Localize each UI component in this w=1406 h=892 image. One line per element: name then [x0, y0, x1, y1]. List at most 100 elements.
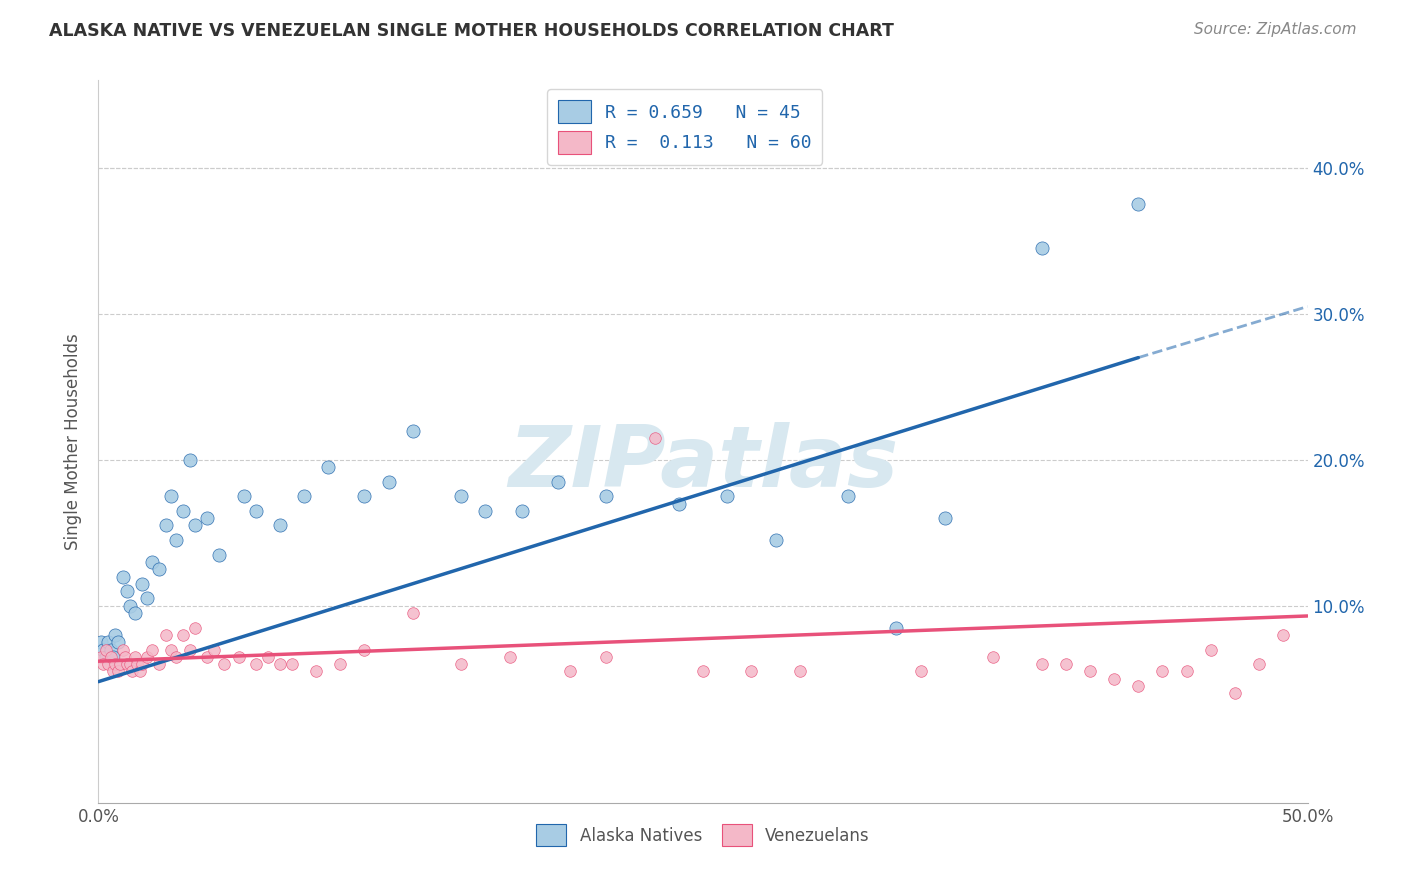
Point [114, 649, 136, 664]
Point [910, 665, 932, 679]
Point [131, 577, 153, 591]
Point [179, 642, 201, 657]
Point [204, 642, 226, 657]
Point [148, 562, 170, 576]
Point [94, 642, 117, 657]
Point [135, 591, 157, 606]
Point [128, 665, 150, 679]
Point [1031, 241, 1053, 255]
Point [692, 665, 714, 679]
Point [1031, 657, 1053, 672]
Point [316, 460, 339, 475]
Point [1152, 665, 1174, 679]
Point [1249, 657, 1271, 672]
Point [377, 475, 399, 489]
Point [1272, 628, 1295, 642]
Point [117, 657, 139, 672]
Point [595, 489, 617, 503]
Point [90, 649, 112, 664]
Point [1128, 679, 1150, 693]
Point [269, 657, 291, 672]
Point [510, 504, 533, 518]
Point [329, 657, 352, 672]
Point [100, 649, 122, 664]
Point [1078, 665, 1101, 679]
Point [740, 665, 762, 679]
Point [117, 584, 139, 599]
Point [934, 511, 956, 525]
Text: ALASKA NATIVE VS VENEZUELAN SINGLE MOTHER HOUSEHOLDS CORRELATION CHART: ALASKA NATIVE VS VENEZUELAN SINGLE MOTHE… [49, 22, 894, 40]
Point [558, 665, 581, 679]
Point [100, 642, 122, 657]
Y-axis label: Single Mother Households: Single Mother Households [65, 334, 83, 549]
Point [208, 548, 231, 562]
Point [101, 649, 124, 664]
Point [765, 533, 787, 547]
Point [184, 621, 207, 635]
Text: ZIPatlas: ZIPatlas [508, 422, 898, 505]
Legend: Alaska Natives, Venezuelans: Alaska Natives, Venezuelans [526, 814, 880, 856]
Point [212, 657, 235, 672]
Point [165, 649, 187, 664]
Point [172, 504, 194, 518]
Point [104, 628, 127, 642]
Point [127, 657, 149, 672]
Point [141, 555, 163, 569]
Point [716, 489, 738, 503]
Point [165, 533, 187, 547]
Point [228, 649, 250, 664]
Point [281, 657, 304, 672]
Point [305, 665, 328, 679]
Point [135, 649, 157, 664]
Point [981, 649, 1004, 664]
Point [155, 518, 177, 533]
Point [179, 452, 201, 467]
Point [245, 504, 267, 518]
Point [789, 665, 811, 679]
Point [118, 657, 141, 672]
Point [232, 489, 254, 503]
Point [104, 657, 127, 672]
Text: Source: ZipAtlas.com: Source: ZipAtlas.com [1194, 22, 1357, 37]
Point [450, 489, 472, 503]
Point [172, 628, 194, 642]
Point [195, 511, 218, 525]
Point [184, 518, 207, 533]
Point [94, 649, 117, 664]
Point [1102, 672, 1125, 686]
Point [1054, 657, 1077, 672]
Point [90, 635, 112, 649]
Point [121, 665, 143, 679]
Point [498, 649, 520, 664]
Point [141, 642, 163, 657]
Point [245, 657, 267, 672]
Point [101, 665, 124, 679]
Point [402, 606, 425, 620]
Point [97, 657, 120, 672]
Point [595, 649, 617, 664]
Point [644, 431, 666, 445]
Point [353, 489, 375, 503]
Point [886, 621, 908, 635]
Point [124, 606, 146, 620]
Point [107, 665, 129, 679]
Point [402, 424, 425, 438]
Point [111, 569, 134, 583]
Point [97, 635, 120, 649]
Point [111, 642, 134, 657]
Point [837, 489, 859, 503]
Point [155, 628, 177, 642]
Point [148, 657, 170, 672]
Point [124, 649, 146, 664]
Point [1175, 665, 1198, 679]
Point [1223, 686, 1246, 700]
Point [547, 475, 569, 489]
Point [160, 642, 183, 657]
Point [269, 518, 291, 533]
Point [256, 649, 278, 664]
Point [91, 657, 114, 672]
Point [118, 599, 141, 613]
Point [91, 642, 114, 657]
Point [1199, 642, 1222, 657]
Point [160, 489, 183, 503]
